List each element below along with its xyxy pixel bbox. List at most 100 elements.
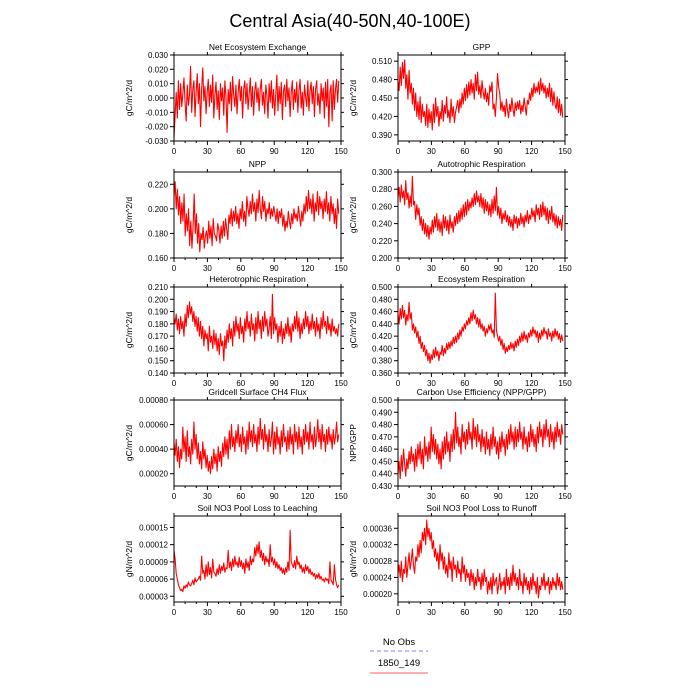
x-tick-label: 150 — [334, 492, 348, 501]
y-tick-label: 0.440 — [372, 470, 393, 479]
y-axis-label: NPP/GPP — [348, 424, 358, 462]
x-tick-label: 120 — [525, 147, 539, 156]
x-tick-label: 60 — [460, 264, 469, 273]
y-tick-label: 0.390 — [372, 131, 393, 140]
x-tick-label: 120 — [301, 264, 315, 273]
y-axis-label: gC/m^2/d — [124, 80, 134, 116]
plot-frame — [173, 515, 342, 603]
x-tick-label: 90 — [270, 379, 279, 388]
series-line — [397, 175, 564, 240]
figure-title: Central Asia(40-50N,40-100E) — [229, 11, 470, 31]
y-tick-label: -0.020 — [145, 123, 168, 132]
plot-frame — [397, 515, 566, 603]
y-tick-label: 0.480 — [372, 295, 393, 304]
y-tick-label: 0.020 — [148, 65, 169, 74]
x-tick-label: 120 — [525, 379, 539, 388]
y-tick-label: 0.00028 — [363, 557, 392, 566]
plot-frame — [173, 399, 342, 487]
y-tick-label: 0.200 — [372, 254, 393, 263]
series-line — [173, 65, 340, 139]
y-tick-label: 0.140 — [148, 369, 169, 378]
panel-title: Ecosystem Respiration — [438, 274, 525, 284]
y-tick-label: 0.200 — [148, 205, 169, 214]
y-tick-label: 0.500 — [372, 283, 393, 292]
x-tick-label: 0 — [396, 264, 401, 273]
x-tick-label: 150 — [558, 264, 572, 273]
y-axis-label: gC/m^2/d — [348, 312, 358, 348]
y-tick-label: 0.510 — [372, 57, 393, 66]
y-tick-label: 0.160 — [148, 344, 169, 353]
x-tick-label: 60 — [236, 379, 245, 388]
plot-frame — [173, 171, 342, 259]
x-tick-label: 0 — [172, 147, 177, 156]
y-tick-label: 0.360 — [372, 369, 393, 378]
panel-carbon-use-efficiency-npp-gpp: 0 30 60 90 120 150 0.430 0.440 0.450 0.460 0.470 0.… — [348, 387, 572, 501]
series-line — [397, 411, 564, 480]
y-tick-label: 0.180 — [148, 320, 169, 329]
panel-autotrophic-respiration: 0 30 60 90 120 150 0.200 0.220 0.240 0.260 0.280 0.… — [348, 159, 572, 273]
y-tick-label: 0.400 — [372, 344, 393, 353]
x-tick-label: 90 — [270, 264, 279, 273]
y-tick-label: 0.00003 — [139, 592, 168, 601]
legend-label-1850-149: 1850_149 — [378, 658, 420, 669]
x-tick-label: 120 — [525, 264, 539, 273]
panel-heterotrophic-respiration: 0 30 60 90 120 150 0.140 0.150 0.160 0.170 0.180 0.… — [124, 274, 348, 388]
y-axis-label: gC/m^2/d — [348, 197, 358, 233]
y-tick-label: 0.210 — [148, 283, 169, 292]
y-tick-label: 0.450 — [372, 94, 393, 103]
y-tick-label: 0.00020 — [139, 470, 168, 479]
x-tick-label: 120 — [301, 492, 315, 501]
panels: 0 30 60 90 120 150 -0.030 -0.020 -0.010 0.000 0.01… — [124, 42, 572, 617]
y-tick-label: 0.010 — [148, 80, 169, 89]
x-tick-label: 90 — [270, 492, 279, 501]
y-axis-label: gN/m^2/d — [348, 541, 358, 577]
x-tick-label: 150 — [558, 379, 572, 388]
series-line — [397, 519, 564, 599]
x-tick-label: 0 — [172, 608, 177, 617]
y-tick-label: 0.00032 — [363, 541, 392, 550]
y-tick-label: 0.030 — [148, 51, 169, 60]
y-tick-label: 0.00024 — [363, 573, 392, 582]
x-tick-label: 90 — [494, 608, 503, 617]
series-line — [173, 181, 340, 253]
y-tick-label: 0.00009 — [139, 558, 168, 567]
y-tick-label: 0.440 — [372, 320, 393, 329]
panel-ecosystem-respiration: 0 30 60 90 120 150 0.360 0.380 0.400 0.420 0.440 0.… — [348, 274, 572, 388]
plot-frame — [397, 286, 566, 374]
series-line — [173, 529, 340, 593]
x-tick-label: 150 — [334, 608, 348, 617]
y-tick-label: 0.240 — [372, 220, 393, 229]
y-tick-label: 0.00060 — [139, 421, 168, 430]
y-tick-label: 0.260 — [372, 202, 393, 211]
y-tick-label: 0.170 — [148, 332, 169, 341]
x-tick-label: 120 — [301, 379, 315, 388]
panel-title: Net Ecosystem Exchange — [209, 42, 307, 52]
x-tick-label: 90 — [270, 608, 279, 617]
x-tick-label: 0 — [396, 379, 401, 388]
panel-gridcell-surface-ch4-flux: 0 30 60 90 120 150 0.00020 0.00040 0.00060 0.0008… — [124, 387, 348, 501]
x-tick-label: 30 — [203, 264, 212, 273]
panel-title: Soil NO3 Pool Loss to Leaching — [197, 503, 317, 513]
y-tick-label: 0.420 — [372, 112, 393, 121]
x-tick-label: 60 — [460, 379, 469, 388]
y-tick-label: 0.420 — [372, 332, 393, 341]
y-tick-label: 0.460 — [372, 308, 393, 317]
x-tick-label: 90 — [270, 147, 279, 156]
x-tick-label: 60 — [236, 608, 245, 617]
x-tick-label: 0 — [396, 147, 401, 156]
panel-net-ecosystem-exchange: 0 30 60 90 120 150 -0.030 -0.020 -0.010 0.000 0.01… — [124, 42, 348, 156]
x-tick-label: 60 — [236, 147, 245, 156]
y-tick-label: 0.190 — [148, 308, 169, 317]
x-tick-label: 0 — [396, 608, 401, 617]
y-tick-label: 0.00080 — [139, 396, 168, 405]
panel-title: Gridcell Surface CH4 Flux — [208, 387, 307, 397]
y-tick-label: 0.00020 — [363, 590, 392, 599]
x-tick-label: 90 — [494, 264, 503, 273]
y-tick-label: 0.00036 — [363, 524, 392, 533]
panel-title: Carbon Use Efficiency (NPP/GPP) — [417, 387, 547, 397]
plot-frame — [397, 54, 566, 142]
y-tick-label: -0.030 — [145, 137, 168, 146]
y-tick-label: 0.000 — [148, 94, 169, 103]
x-tick-label: 30 — [427, 379, 436, 388]
